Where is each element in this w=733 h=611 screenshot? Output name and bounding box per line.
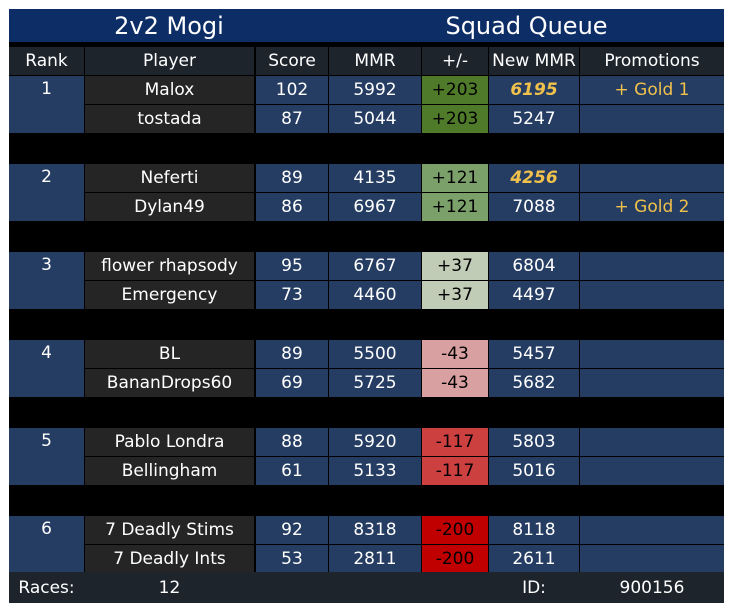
header-delta: +/- xyxy=(422,47,488,75)
footer-bar xyxy=(9,572,724,603)
results-table: 2v2 Mogi Squad Queue Rank Player Score M… xyxy=(9,9,724,603)
player-new-mmr: 7088 xyxy=(489,193,579,221)
team-rank: 3 xyxy=(9,252,84,309)
player-name: Dylan49 xyxy=(85,193,254,221)
player-score: 89 xyxy=(256,164,328,192)
player-score: 73 xyxy=(256,281,328,309)
player-mmr: 5920 xyxy=(329,428,421,456)
player-promotion xyxy=(580,428,724,456)
player-name: Pablo Londra xyxy=(85,428,254,456)
player-promotion xyxy=(580,545,724,573)
team-rank: 4 xyxy=(9,340,84,397)
header-player: Player xyxy=(85,47,254,75)
footer-id-value: 900156 xyxy=(619,577,685,598)
player-mmr: 4135 xyxy=(329,164,421,192)
player-score: 86 xyxy=(256,193,328,221)
player-delta: +121 xyxy=(422,164,488,192)
player-delta: -43 xyxy=(422,369,488,397)
player-new-mmr: 5016 xyxy=(489,457,579,485)
player-promotion xyxy=(580,164,724,192)
player-score: 53 xyxy=(256,545,328,573)
player-name: Bellingham xyxy=(85,457,254,485)
player-score: 87 xyxy=(256,105,328,133)
player-name: BananDrops60 xyxy=(85,369,254,397)
player-score: 92 xyxy=(256,516,328,544)
player-new-mmr: 4497 xyxy=(489,281,579,309)
player-delta: -200 xyxy=(422,545,488,573)
player-name: tostada xyxy=(85,105,254,133)
player-mmr: 5992 xyxy=(329,76,421,104)
player-delta: -43 xyxy=(422,340,488,368)
player-mmr: 5133 xyxy=(329,457,421,485)
player-promotion xyxy=(580,252,724,280)
player-promotion xyxy=(580,457,724,485)
header-new-mmr: New MMR xyxy=(489,47,579,75)
player-new-mmr: 4256 xyxy=(489,164,579,192)
header-promotions: Promotions xyxy=(580,47,724,75)
player-promotion: + Gold 1 xyxy=(580,76,724,104)
player-delta: -117 xyxy=(422,457,488,485)
player-promotion xyxy=(580,516,724,544)
player-new-mmr: 5457 xyxy=(489,340,579,368)
team-rank: 2 xyxy=(9,164,84,221)
player-mmr: 5725 xyxy=(329,369,421,397)
table-title-right: Squad Queue xyxy=(329,9,724,42)
team-rank: 1 xyxy=(9,76,84,133)
player-score: 102 xyxy=(256,76,328,104)
player-score: 88 xyxy=(256,428,328,456)
player-new-mmr: 6804 xyxy=(489,252,579,280)
footer-id-label: ID: xyxy=(522,577,546,598)
header-mmr: MMR xyxy=(329,47,421,75)
player-mmr: 4460 xyxy=(329,281,421,309)
player-new-mmr: 8118 xyxy=(489,516,579,544)
player-mmr: 5044 xyxy=(329,105,421,133)
team-rank: 5 xyxy=(9,428,84,485)
player-score: 95 xyxy=(256,252,328,280)
header-rank: Rank xyxy=(9,47,84,75)
player-name: flower rhapsody xyxy=(85,252,254,280)
player-new-mmr: 5682 xyxy=(489,369,579,397)
player-name: BL xyxy=(85,340,254,368)
player-delta: +203 xyxy=(422,76,488,104)
player-name: Malox xyxy=(85,76,254,104)
player-delta: +121 xyxy=(422,193,488,221)
player-promotion xyxy=(580,105,724,133)
player-delta: -117 xyxy=(422,428,488,456)
player-score: 89 xyxy=(256,340,328,368)
player-name: 7 Deadly Stims xyxy=(85,516,254,544)
player-new-mmr: 6195 xyxy=(489,76,579,104)
player-mmr: 8318 xyxy=(329,516,421,544)
player-mmr: 6767 xyxy=(329,252,421,280)
player-name: Emergency xyxy=(85,281,254,309)
player-promotion xyxy=(580,340,724,368)
player-promotion xyxy=(580,281,724,309)
player-name: 7 Deadly Ints xyxy=(85,545,254,573)
player-name: Neferti xyxy=(85,164,254,192)
player-new-mmr: 5803 xyxy=(489,428,579,456)
footer-races-value: 12 xyxy=(158,577,181,598)
table-title-left: 2v2 Mogi xyxy=(9,9,329,42)
footer-races-label: Races: xyxy=(18,577,75,598)
player-mmr: 5500 xyxy=(329,340,421,368)
team-rank: 6 xyxy=(9,516,84,573)
player-delta: +37 xyxy=(422,281,488,309)
player-score: 61 xyxy=(256,457,328,485)
player-new-mmr: 5247 xyxy=(489,105,579,133)
player-delta: +37 xyxy=(422,252,488,280)
player-mmr: 2811 xyxy=(329,545,421,573)
player-promotion: + Gold 2 xyxy=(580,193,724,221)
player-new-mmr: 2611 xyxy=(489,545,579,573)
player-promotion xyxy=(580,369,724,397)
header-score: Score xyxy=(256,47,328,75)
player-score: 69 xyxy=(256,369,328,397)
player-delta: +203 xyxy=(422,105,488,133)
player-mmr: 6967 xyxy=(329,193,421,221)
player-delta: -200 xyxy=(422,516,488,544)
